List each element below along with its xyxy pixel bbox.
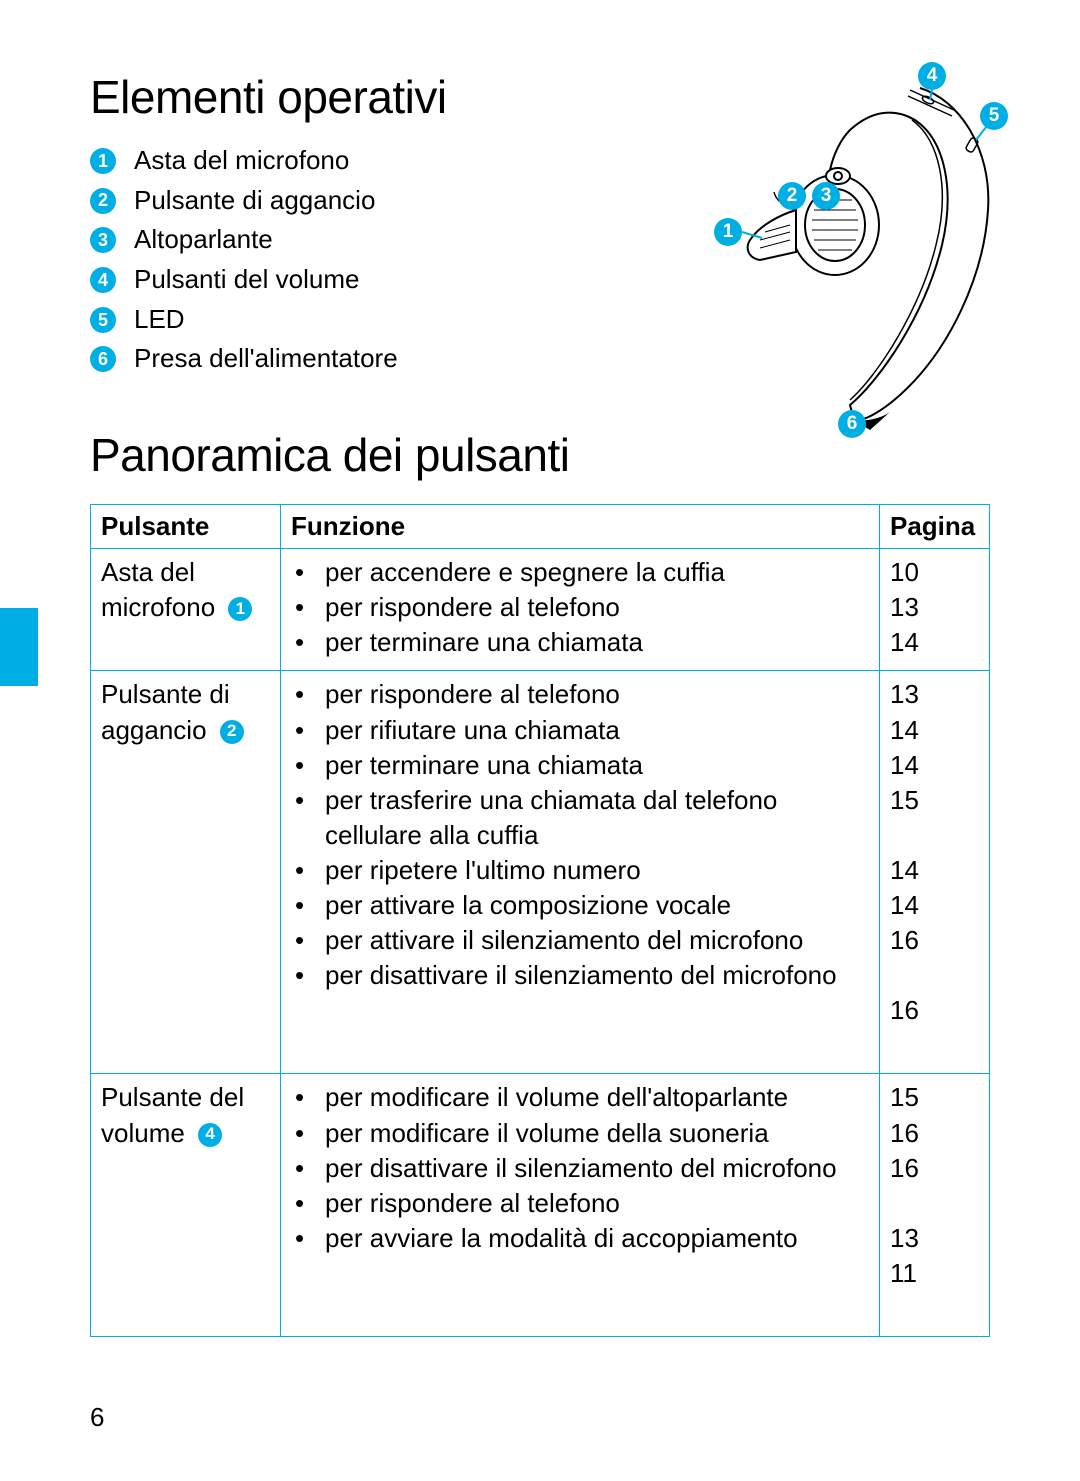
button-cell: Asta del microfono 1 <box>91 549 281 671</box>
button-cell: Pulsante di aggancio 2 <box>91 671 281 1074</box>
badge-3: 3 <box>90 227 116 253</box>
function-cell: per modificare il volume dell'altoparlan… <box>281 1074 880 1337</box>
function-text: per rispondere al telefono <box>325 677 869 712</box>
button-cell: Pulsante del volume 4 <box>91 1074 281 1337</box>
page-ref: 16 <box>890 993 979 1028</box>
function-text: per disattivare il silenziamento del mic… <box>325 958 869 993</box>
page-ref: 13 <box>890 1221 979 1256</box>
page-ref: 16 <box>890 1116 979 1151</box>
function-text: per trasferire una chiamata dal telefono… <box>325 783 869 853</box>
function-text: per disattivare il silenziamento del mic… <box>325 1151 869 1186</box>
page-ref: 14 <box>890 888 979 923</box>
page-ref: 14 <box>890 625 979 660</box>
page-ref: 15 <box>890 783 979 818</box>
page-ref: 16 <box>890 1151 979 1186</box>
function-text: per accendere e spegnere la cuffia <box>325 555 869 590</box>
callout-label: LED <box>134 301 185 339</box>
page-cell: 13 14 14 15 14 14 16 16 <box>880 671 990 1074</box>
page-ref: 13 <box>890 677 979 712</box>
callout-label: Pulsanti del volume <box>134 261 359 299</box>
page-ref <box>890 958 979 993</box>
page-ref: 16 <box>890 923 979 958</box>
badge-5: 5 <box>90 307 116 333</box>
page-cell: 15 16 16 13 11 <box>880 1074 990 1337</box>
function-text: per rispondere al telefono <box>325 1186 869 1221</box>
page-ref <box>890 818 979 853</box>
function-text: per modificare il volume dell'altoparlan… <box>325 1080 869 1115</box>
function-cell: per accendere e spegnere la cuffia per r… <box>281 549 880 671</box>
page-ref: 15 <box>890 1080 979 1115</box>
page-ref: 13 <box>890 590 979 625</box>
button-name: Pulsante di aggancio <box>101 679 230 744</box>
table-row: Pulsante di aggancio 2 per rispondere al… <box>91 671 990 1074</box>
function-text: per rifiutare una chiamata <box>325 713 869 748</box>
badge-2: 2 <box>90 188 116 214</box>
page-number: 6 <box>90 1402 104 1433</box>
th-button: Pulsante <box>91 505 281 549</box>
page-cell: 10 13 14 <box>880 549 990 671</box>
page-ref <box>890 1291 979 1326</box>
function-cell: per rispondere al telefono per rifiutare… <box>281 671 880 1074</box>
table-row: Asta del microfono 1 per accendere e spe… <box>91 549 990 671</box>
button-name: Asta del microfono <box>101 557 215 622</box>
callout-label: Asta del microfono <box>134 142 349 180</box>
function-text: per rispondere al telefono <box>325 590 869 625</box>
badge-inline-2: 2 <box>220 720 244 744</box>
badge-1: 1 <box>90 148 116 174</box>
function-text: per attivare il silenziamento del microf… <box>325 923 869 958</box>
table-row: Pulsante del volume 4 per modificare il … <box>91 1074 990 1337</box>
th-page: Pagina <box>880 505 990 549</box>
side-tab <box>0 608 38 686</box>
function-text: per avviare la modalità di accoppiamento <box>325 1221 869 1256</box>
page-ref: 14 <box>890 713 979 748</box>
function-text: per ripetere l'ultimo numero <box>325 853 869 888</box>
diagram-badge-4: 4 <box>918 62 946 90</box>
diagram-badge-3: 3 <box>812 182 840 210</box>
badge-4: 4 <box>90 267 116 293</box>
badge-6: 6 <box>90 346 116 372</box>
page-ref <box>890 1186 979 1221</box>
diagram-badge-6: 6 <box>838 410 866 438</box>
diagram-badge-5: 5 <box>980 102 1008 130</box>
page-ref: 14 <box>890 853 979 888</box>
th-function: Funzione <box>281 505 880 549</box>
page-ref: 11 <box>890 1256 979 1291</box>
buttons-overview-table: Pulsante Funzione Pagina Asta del microf… <box>90 504 990 1337</box>
function-text: per attivare la composizione vocale <box>325 888 869 923</box>
headset-svg <box>610 60 1010 460</box>
callout-label: Presa dell'alimentatore <box>134 340 398 378</box>
function-text: per modificare il volume della suoneria <box>325 1116 869 1151</box>
manual-page: 1 2 3 4 5 6 Elementi operativi 1Asta del… <box>0 0 1080 1481</box>
page-ref: 10 <box>890 555 979 590</box>
page-ref <box>890 1028 979 1063</box>
diagram-badge-2: 2 <box>778 182 806 210</box>
function-text: per terminare una chiamata <box>325 748 869 783</box>
callout-label: Altoparlante <box>134 221 273 259</box>
badge-inline-1: 1 <box>228 597 252 621</box>
diagram-badge-1: 1 <box>714 218 742 246</box>
badge-inline-4: 4 <box>198 1123 222 1147</box>
headset-diagram: 1 2 3 4 5 6 <box>610 60 1010 460</box>
page-ref: 14 <box>890 748 979 783</box>
callout-label: Pulsante di aggancio <box>134 182 375 220</box>
button-name: Pulsante del volume <box>101 1082 244 1147</box>
function-text: per terminare una chiamata <box>325 625 869 660</box>
